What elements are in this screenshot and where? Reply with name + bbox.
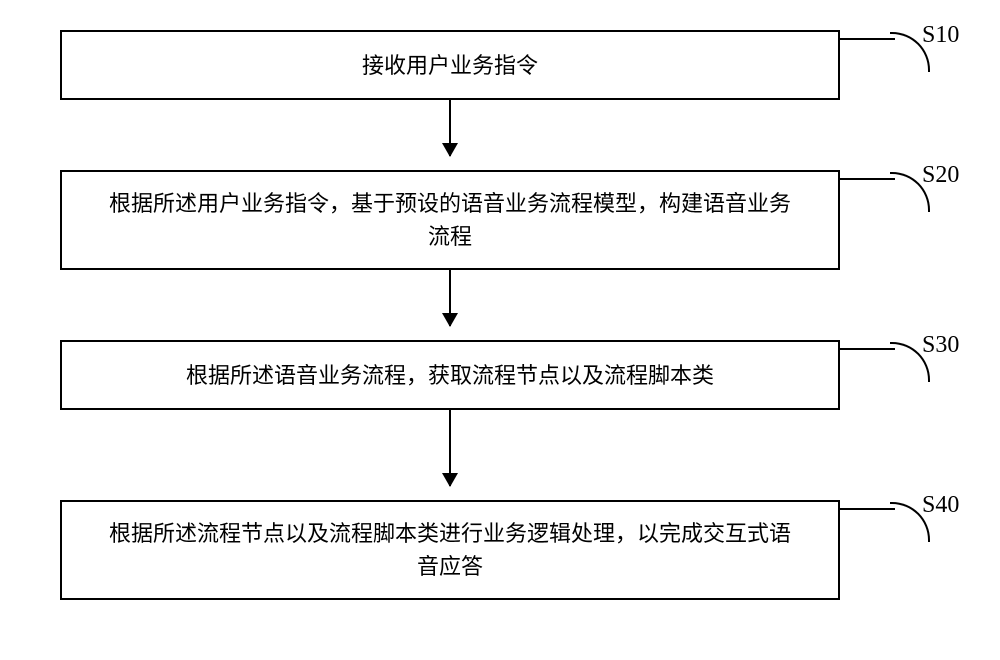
label-s40: S40: [922, 492, 959, 519]
label-s30: S30: [922, 332, 959, 359]
connector-s20: [840, 178, 895, 180]
flow-edge-1: [60, 100, 840, 156]
connector-s10: [840, 38, 895, 40]
flow-node-s30: 根据所述语音业务流程，获取流程节点以及流程脚本类: [60, 340, 840, 410]
flow-node-text: 根据所述用户业务指令，基于预设的语音业务流程模型，构建语音业务流程: [102, 187, 798, 253]
connector-s40: [840, 508, 895, 510]
flow-node-s40: 根据所述流程节点以及流程脚本类进行业务逻辑处理，以完成交互式语音应答: [60, 500, 840, 600]
flow-node-text: 根据所述流程节点以及流程脚本类进行业务逻辑处理，以完成交互式语音应答: [102, 517, 798, 583]
connector-s30: [840, 348, 895, 350]
flow-node-text: 接收用户业务指令: [362, 49, 538, 82]
label-s10: S10: [922, 22, 959, 49]
label-s20: S20: [922, 162, 959, 189]
flow-node-s10: 接收用户业务指令: [60, 30, 840, 100]
flow-edge-3: [60, 410, 840, 486]
flow-node-text: 根据所述语音业务流程，获取流程节点以及流程脚本类: [186, 359, 714, 392]
flow-node-s20: 根据所述用户业务指令，基于预设的语音业务流程模型，构建语音业务流程: [60, 170, 840, 270]
flow-edge-2: [60, 270, 840, 326]
